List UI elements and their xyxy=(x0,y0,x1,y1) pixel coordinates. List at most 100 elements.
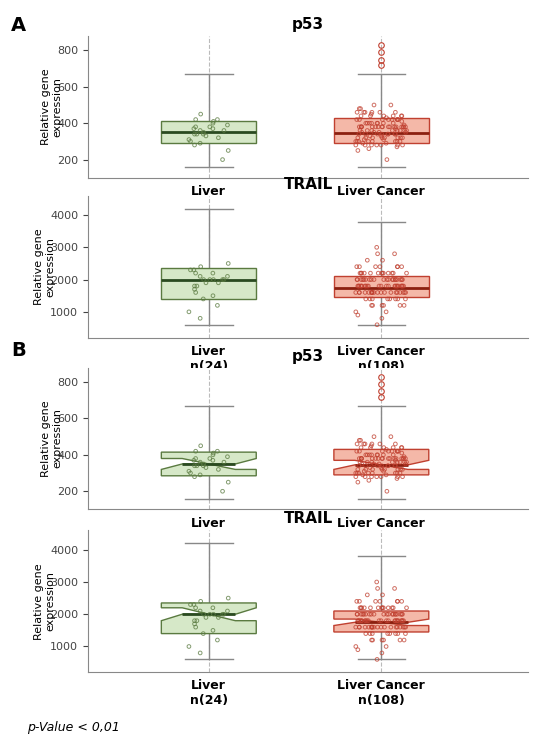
Point xyxy=(393,114,402,125)
Point xyxy=(401,627,410,639)
Point xyxy=(388,602,397,614)
Point xyxy=(208,267,217,279)
Title: p53: p53 xyxy=(292,17,324,32)
Point xyxy=(356,602,365,614)
Point xyxy=(391,128,400,140)
Point xyxy=(394,280,403,292)
Point xyxy=(383,128,392,140)
Text: p-Value < 0,01: p-Value < 0,01 xyxy=(28,721,120,734)
Point xyxy=(355,287,364,299)
Point xyxy=(402,458,410,470)
Point xyxy=(372,576,381,588)
Point xyxy=(382,306,390,317)
Point xyxy=(355,595,364,607)
Point xyxy=(370,287,378,299)
Point xyxy=(205,273,214,285)
Point xyxy=(402,125,411,137)
Point xyxy=(196,270,205,282)
Point xyxy=(395,300,404,311)
Point xyxy=(391,615,400,627)
Point xyxy=(218,273,227,285)
Point xyxy=(356,102,365,114)
Bar xyxy=(334,118,429,143)
Point xyxy=(386,627,394,639)
Point xyxy=(361,139,370,151)
Point xyxy=(361,608,370,620)
Point xyxy=(208,123,217,134)
Point xyxy=(355,102,364,114)
Point xyxy=(396,622,405,633)
Point xyxy=(388,456,397,468)
Point xyxy=(365,608,374,620)
Point xyxy=(377,280,386,292)
Point xyxy=(353,608,362,620)
Point xyxy=(377,453,386,465)
Text: Liver Cancer
n(108): Liver Cancer n(108) xyxy=(338,517,425,545)
Point xyxy=(368,287,377,299)
Point xyxy=(356,267,365,279)
Point xyxy=(377,602,386,614)
Point xyxy=(196,647,205,659)
Text: A: A xyxy=(11,16,26,35)
Point xyxy=(185,640,194,652)
Point xyxy=(393,445,402,457)
Point xyxy=(393,261,402,273)
Point xyxy=(358,280,366,292)
Point xyxy=(398,608,407,620)
Point xyxy=(384,453,393,465)
Point xyxy=(397,441,406,453)
Point xyxy=(209,447,218,459)
Point xyxy=(361,449,370,461)
Point xyxy=(399,615,408,627)
Point xyxy=(389,441,398,453)
Point xyxy=(190,139,199,151)
Point xyxy=(397,115,406,127)
Point xyxy=(196,125,205,137)
Point xyxy=(224,592,233,604)
Point xyxy=(191,121,200,133)
Point xyxy=(377,128,386,140)
Point xyxy=(361,287,370,299)
Point xyxy=(371,261,380,273)
Point xyxy=(361,471,370,483)
Text: Liver
n(24): Liver n(24) xyxy=(190,185,228,213)
Point xyxy=(357,121,366,133)
Point xyxy=(390,280,399,292)
Point xyxy=(359,438,368,450)
Text: Liver
n(24): Liver n(24) xyxy=(190,344,228,373)
Point xyxy=(393,622,402,633)
Point xyxy=(356,125,365,137)
Title: p53: p53 xyxy=(292,349,324,364)
Point xyxy=(218,486,227,498)
Point xyxy=(364,467,373,479)
Point xyxy=(379,441,388,453)
Point xyxy=(393,473,402,485)
Point xyxy=(370,126,378,138)
Point xyxy=(368,634,377,646)
Point xyxy=(390,128,399,140)
Point xyxy=(388,273,397,285)
Point xyxy=(361,615,370,627)
Point xyxy=(399,121,408,133)
Point xyxy=(389,110,398,122)
Point xyxy=(354,280,363,292)
Point xyxy=(361,615,370,627)
Point xyxy=(377,460,386,472)
Point xyxy=(393,273,402,285)
Point xyxy=(378,602,387,614)
Point xyxy=(366,267,375,279)
Point xyxy=(400,287,409,299)
Point xyxy=(356,280,365,292)
Point xyxy=(378,267,387,279)
Point xyxy=(402,456,411,468)
Point xyxy=(391,627,400,639)
Point xyxy=(357,453,366,465)
Point xyxy=(394,445,403,457)
Point xyxy=(393,615,402,627)
Point xyxy=(363,280,372,292)
Point xyxy=(190,280,199,292)
Point xyxy=(398,110,406,122)
Point xyxy=(395,467,404,479)
Point xyxy=(359,137,367,149)
Point xyxy=(383,627,392,639)
